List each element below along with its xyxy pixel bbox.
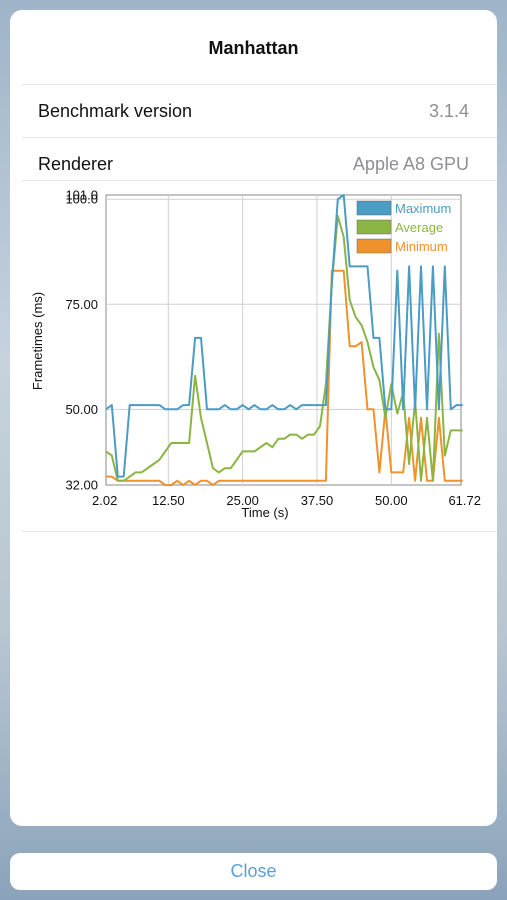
legend-label-minimum: Minimum (395, 239, 448, 254)
y-tick-label: 50.00 (65, 402, 98, 417)
benchmark-version-value: 3.1.4 (428, 101, 469, 121)
series-lines (105, 194, 463, 486)
tick-labels: 2.02 12.50 25.00 37.50 50.00 61.72 32.00 50.00 7… (65, 188, 481, 509)
series-line-minimum (105, 269, 463, 486)
plot-area (105, 194, 462, 486)
frametimes-chart: 2.02 12.50 25.00 37.50 50.00 61.72 32.00 50.00 7… (30, 188, 481, 521)
sheet-title: Manhattan (208, 38, 299, 58)
x-axis-label: Time (s) (241, 505, 288, 520)
x-tick-label: 25.00 (226, 493, 259, 508)
renderer-label: Renderer (38, 154, 114, 174)
x-tick-label: 50.00 (375, 493, 408, 508)
series-line-maximum (105, 194, 463, 478)
x-tick-label: 61.72 (448, 493, 481, 508)
legend-swatch-average (356, 219, 392, 235)
y-tick-label: 32.00 (65, 478, 98, 493)
y-tick-label: 101.0 (65, 188, 98, 203)
chart-legend: Maximum Average Minimum (356, 200, 451, 254)
y-tick-label: 100.0 (65, 192, 98, 207)
x-tick-label: 12.50 (152, 493, 185, 508)
y-axis-label: Frametimes (ms) (30, 292, 45, 390)
results-sheet: Manhattan Benchmark version 3.1.4 Render… (10, 10, 497, 826)
legend-label-average: Average (395, 220, 443, 235)
benchmark-version-label: Benchmark version (38, 101, 193, 121)
legend-swatch-maximum (356, 200, 392, 216)
close-button[interactable]: Close (10, 853, 497, 890)
x-tick-label: 2.02 (92, 493, 117, 508)
legend-label-maximum: Maximum (395, 201, 451, 216)
x-tick-label: 37.50 (301, 493, 334, 508)
renderer-row: Renderer Apple A8 GPU (22, 137, 497, 190)
renderer-value: Apple A8 GPU (352, 154, 469, 174)
benchmark-version-row: Benchmark version 3.1.4 (22, 84, 497, 137)
frametimes-chart-container: 2.02 12.50 25.00 37.50 50.00 61.72 32.00 50.00 7… (22, 180, 497, 532)
legend-swatch-minimum (356, 238, 392, 254)
y-tick-label: 75.00 (65, 297, 98, 312)
